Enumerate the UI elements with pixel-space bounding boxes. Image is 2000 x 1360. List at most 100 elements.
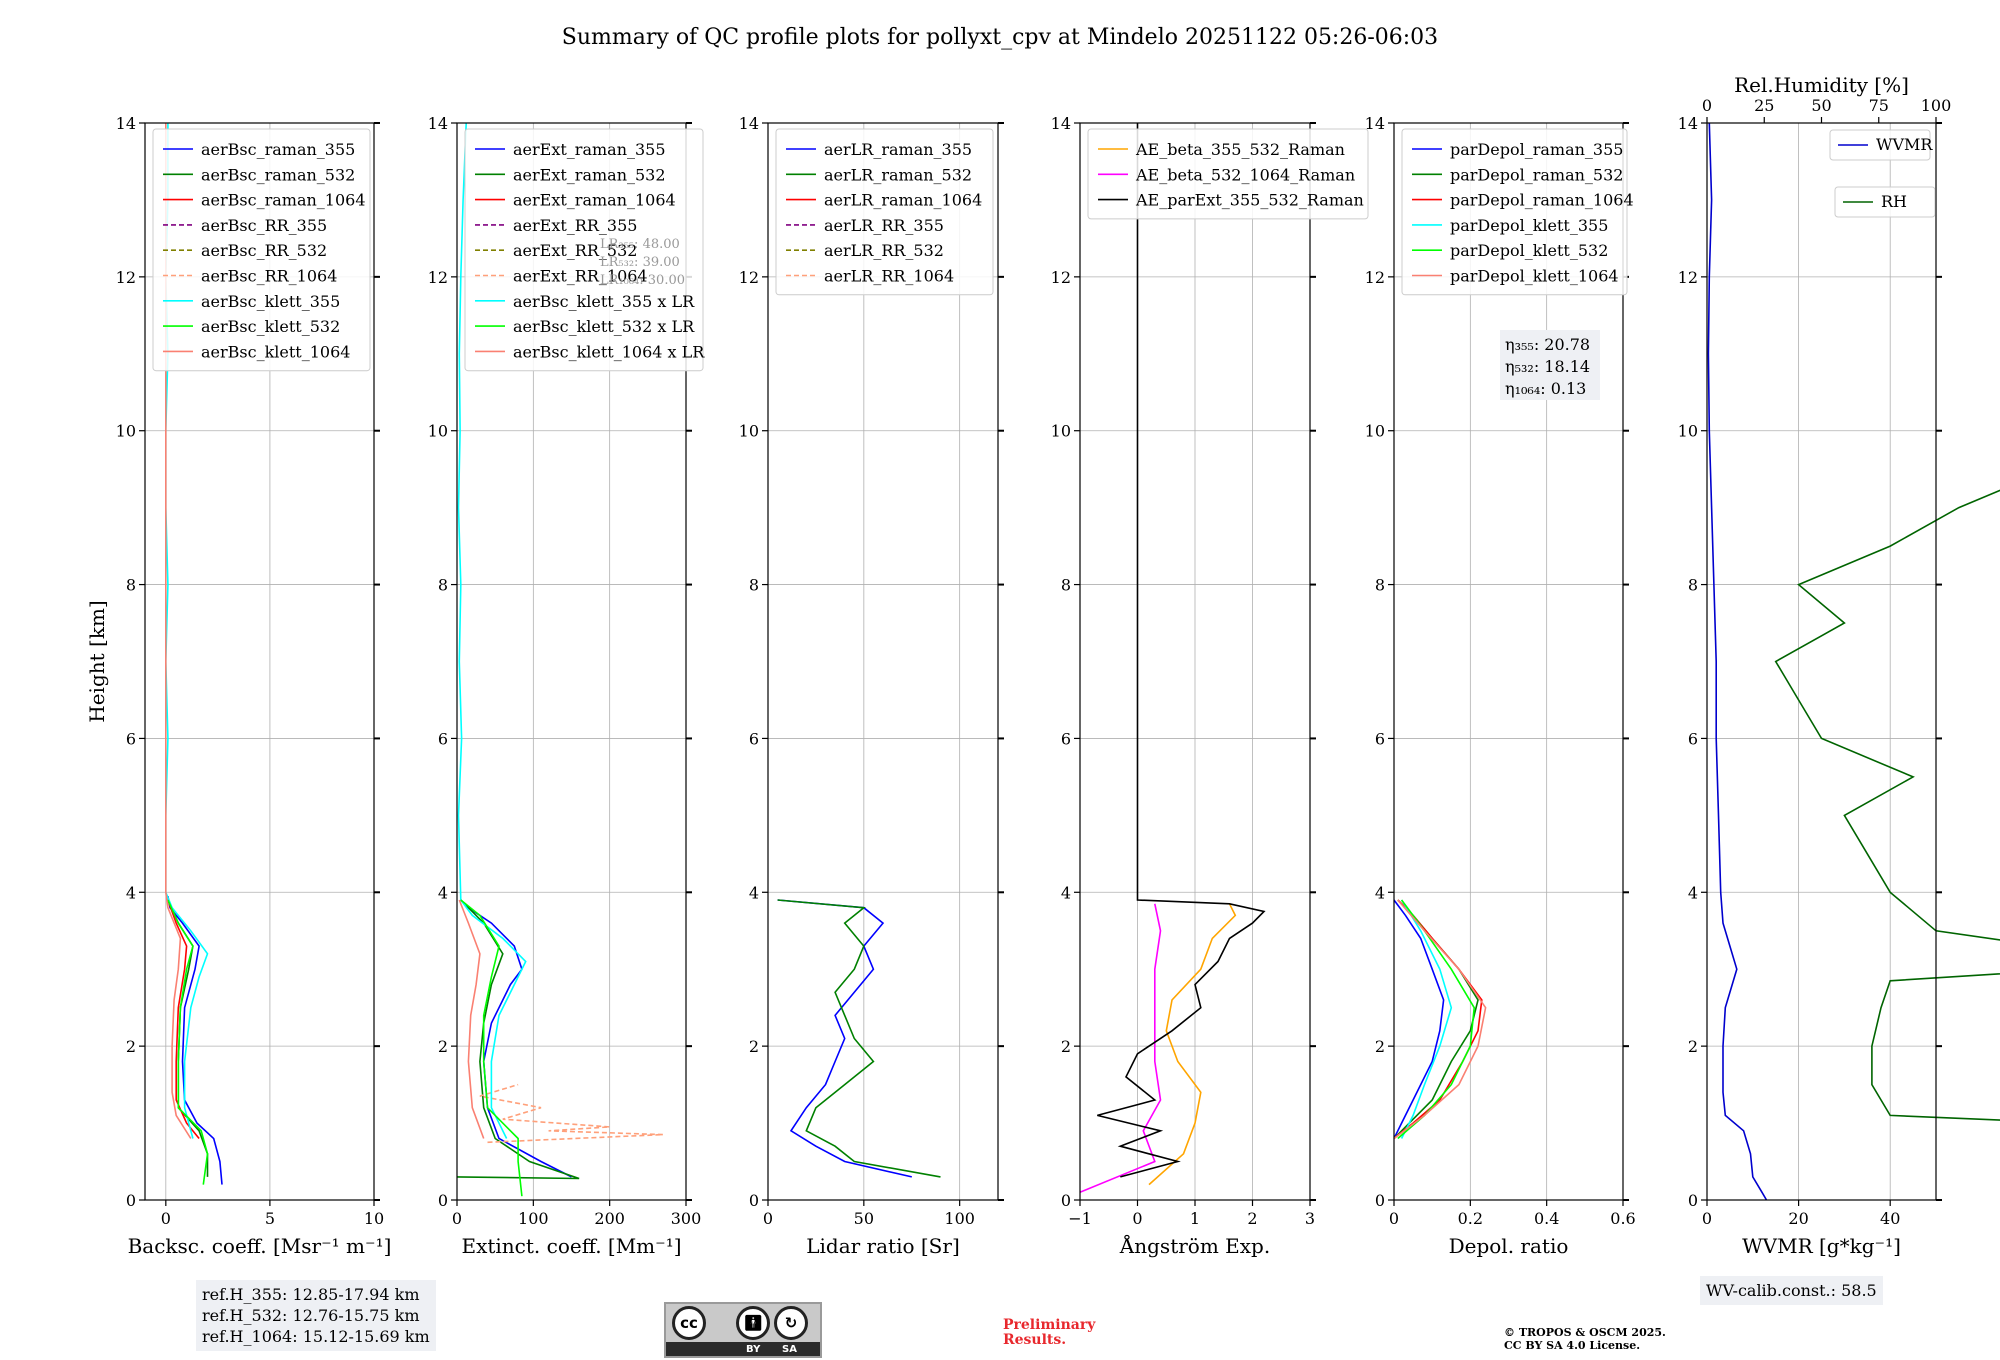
legend-label: parDepol_klett_355 <box>1450 216 1608 235</box>
legend-label: parDepol_raman_355 <box>1450 140 1623 159</box>
legend-label: aerBsc_raman_532 <box>201 165 355 184</box>
legend-box <box>1829 129 1931 161</box>
y-tick-label: 4 <box>438 883 448 902</box>
series-aerBsc_klett_1064 x LR <box>458 899 485 1139</box>
y-tick-label: 12 <box>1365 268 1385 287</box>
y-tick-label: 2 <box>438 1037 448 1056</box>
legend-label: aerExt_raman_532 <box>513 165 666 184</box>
x-axis-label: Lidar ratio [Sr] <box>806 1234 960 1258</box>
panel-bsc: 0 2 4 6 8 10 12 14 0 5 10 Backsc. coeff. [Msr⁻¹ m⁻¹… <box>85 114 391 1258</box>
legend-box <box>152 128 371 372</box>
axes-frame <box>1393 122 1624 1201</box>
y-tick-label: 12 <box>739 268 759 287</box>
panel-lr: 0 2 4 6 8 10 12 14 0 50 100 Lidar ratio [Sr] aerLR_r… <box>739 114 1004 1258</box>
x-top-tick-label: 25 <box>1754 96 1774 115</box>
legend-label: aerLR_RR_532 <box>824 241 944 260</box>
series-aerBsc_klett_355 x LR <box>457 122 527 1139</box>
y-tick-label: 4 <box>1375 883 1385 902</box>
y-tick-label: 14 <box>1678 114 1698 133</box>
figure-title: Summary of QC profile plots for pollyxt_… <box>562 25 1438 50</box>
x-axis-label: Depol. ratio <box>1449 1234 1569 1258</box>
legend-label: aerExt_raman_355 <box>513 140 666 159</box>
legend-label: aerLR_RR_355 <box>824 216 944 235</box>
x-tick-label: 40 <box>1880 1209 1900 1228</box>
eta-annotation: η₅₃₂: 18.14 <box>1505 357 1590 376</box>
y-tick-label: 6 <box>1688 729 1698 748</box>
y-tick-label: 14 <box>1051 114 1071 133</box>
y-tick-label: 8 <box>438 576 448 595</box>
x-tick-label: 0.6 <box>1610 1209 1635 1228</box>
cc-by-label: BY <box>746 1344 761 1355</box>
y-tick-label: 8 <box>1375 576 1385 595</box>
legend-label: aerBsc_raman_1064 <box>201 191 366 210</box>
legend-label: AE_beta_532_1064_Raman <box>1135 165 1355 184</box>
lr-annotation: LR₃₅₅: 48.00 <box>600 237 680 252</box>
series-AE_beta_355_532_Raman <box>1148 903 1237 1186</box>
cc-license-badge: cc 🚹︎ ↻ BY SA <box>664 1302 822 1358</box>
y-tick-label: 10 <box>739 422 759 441</box>
x-tick-label: 50 <box>854 1209 874 1228</box>
axes-frame <box>456 122 687 1201</box>
legend-label: aerBsc_klett_532 x LR <box>513 317 695 336</box>
y-tick-label: 4 <box>1688 883 1698 902</box>
series-aerExt_raman_532 <box>456 899 580 1180</box>
x-tick-label: 0 <box>763 1209 773 1228</box>
y-tick-label: 8 <box>749 576 759 595</box>
legend-label: WVMR <box>1876 135 1933 154</box>
legend-label: parDepol_klett_532 <box>1450 241 1608 260</box>
x-tick-label: 5 <box>265 1209 275 1228</box>
eta-annotation: η₃₅₅: 20.78 <box>1505 335 1590 354</box>
y-tick-label: 14 <box>428 114 448 133</box>
legend-box <box>775 128 994 296</box>
legend-label: aerBsc_raman_355 <box>201 140 355 159</box>
y-tick-label: 6 <box>126 729 136 748</box>
axes-frame <box>144 122 375 1201</box>
y-tick-label: 12 <box>1678 268 1698 287</box>
x-top-tick-label: 50 <box>1811 96 1831 115</box>
legend-label: aerBsc_RR_532 <box>201 241 327 260</box>
axes-frame <box>1706 122 1937 1201</box>
legend-label: aerLR_raman_355 <box>824 140 972 159</box>
y-tick-label: 12 <box>1051 268 1071 287</box>
x-tick-label: −1 <box>1068 1209 1092 1228</box>
x-tick-label: 0 <box>161 1209 171 1228</box>
series-aerBsc_klett_532 <box>167 899 209 1185</box>
series-aerLR_raman_355 <box>777 899 912 1178</box>
y-tick-label: 10 <box>1678 422 1698 441</box>
eta-box <box>1500 330 1600 400</box>
copyright-note: © TROPOS & OSCM 2025. CC BY SA 4.0 Licen… <box>1504 1326 1666 1352</box>
legend-label: aerBsc_RR_1064 <box>201 267 337 286</box>
series-parDepol_raman_1064 <box>1393 899 1483 1140</box>
legend-label: RH <box>1881 192 1907 211</box>
legend-label: aerLR_raman_1064 <box>824 191 982 210</box>
legend-label: aerBsc_klett_532 <box>201 317 340 336</box>
series-parDepol_klett_1064 <box>1393 899 1487 1140</box>
legend-label: aerBsc_klett_355 x LR <box>513 292 695 311</box>
cc-sa-label: SA <box>782 1344 797 1355</box>
y-tick-label: 4 <box>1061 883 1071 902</box>
y-tick-label: 2 <box>126 1037 136 1056</box>
series-WVMR <box>1707 122 1768 1201</box>
y-tick-label: 4 <box>126 883 136 902</box>
y-tick-label: 6 <box>438 729 448 748</box>
legend-label: parDepol_raman_532 <box>1450 165 1623 184</box>
y-tick-label: 12 <box>428 268 448 287</box>
y-tick-label: 0 <box>438 1191 448 1210</box>
x-top-tick-label: 75 <box>1869 96 1889 115</box>
y-tick-label: 10 <box>428 422 448 441</box>
y-tick-label: 6 <box>1375 729 1385 748</box>
wv-calib-info: WV-calib.const.: 58.5 <box>1700 1276 1883 1305</box>
lr-annotation: LR₅₃₂: 39.00 <box>600 255 680 270</box>
y-tick-label: 10 <box>1051 422 1071 441</box>
y-tick-label: 8 <box>1688 576 1698 595</box>
series-aerBsc_raman_355 <box>167 895 223 1185</box>
x-tick-label: 100 <box>518 1209 549 1228</box>
y-axis-label: Height [km] <box>85 600 109 722</box>
y-tick-label: 10 <box>1365 422 1385 441</box>
y-tick-label: 0 <box>1375 1191 1385 1210</box>
legend-box <box>464 128 704 372</box>
panel-ext: 0 2 4 6 8 10 12 14 0 100 200 300 Extinct. coeff. [Mm… <box>428 114 706 1258</box>
